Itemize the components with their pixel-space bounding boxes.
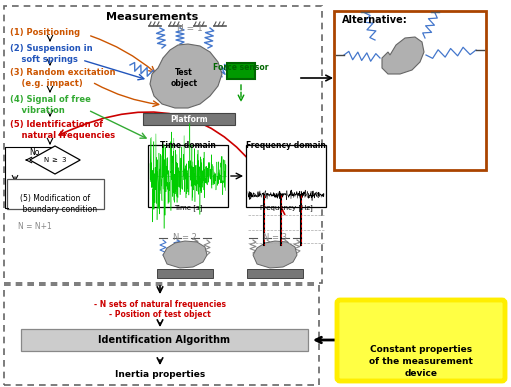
Text: Identification Algorithm: Identification Algorithm (98, 335, 230, 345)
FancyBboxPatch shape (148, 145, 228, 207)
Text: No: No (29, 148, 39, 157)
Text: Inertia properties: Inertia properties (115, 370, 205, 379)
Text: Frequency domain: Frequency domain (246, 141, 326, 150)
FancyBboxPatch shape (143, 113, 235, 125)
FancyBboxPatch shape (7, 179, 104, 209)
Text: N = 1: N = 1 (177, 24, 203, 33)
Text: - Position of test object: - Position of test object (109, 310, 211, 319)
Text: N = N+1: N = N+1 (18, 222, 52, 231)
FancyBboxPatch shape (157, 269, 213, 278)
FancyBboxPatch shape (337, 300, 505, 381)
FancyBboxPatch shape (247, 269, 303, 278)
Text: Force sensor: Force sensor (213, 63, 269, 72)
Polygon shape (163, 241, 207, 268)
Text: (5) Identification of
    natural frequencies: (5) Identification of natural frequencie… (10, 120, 115, 140)
Text: - N sets of natural frequencies: - N sets of natural frequencies (94, 300, 226, 309)
FancyBboxPatch shape (4, 6, 322, 283)
Text: N = 3: N = 3 (263, 233, 287, 242)
Text: (1) Positioning: (1) Positioning (10, 28, 80, 37)
FancyBboxPatch shape (334, 11, 486, 170)
FancyBboxPatch shape (21, 329, 308, 351)
Polygon shape (253, 241, 297, 268)
Text: Constant properties
of the measurement
device: Constant properties of the measurement d… (369, 345, 473, 378)
FancyBboxPatch shape (246, 145, 326, 207)
Polygon shape (150, 44, 222, 108)
Text: Platform: Platform (170, 115, 208, 123)
Text: (3) Random excitation
    (e.g. impact): (3) Random excitation (e.g. impact) (10, 68, 115, 88)
Text: N $\geq$ 3: N $\geq$ 3 (43, 156, 67, 164)
Text: (2) Suspension in
    soft springs: (2) Suspension in soft springs (10, 44, 92, 64)
Text: Test
object: Test object (171, 68, 197, 88)
FancyBboxPatch shape (4, 285, 319, 385)
Text: (5) Modification of
    boundary condition: (5) Modification of boundary condition (13, 194, 97, 214)
Text: Measurements: Measurements (106, 12, 198, 22)
Text: Frequency [Hz]: Frequency [Hz] (260, 204, 312, 211)
FancyBboxPatch shape (227, 63, 255, 79)
Text: Time [s]: Time [s] (174, 204, 202, 211)
Text: N = 2: N = 2 (173, 233, 197, 242)
Text: Alternative:: Alternative: (342, 15, 408, 25)
Text: (4) Signal of free
    vibration: (4) Signal of free vibration (10, 95, 91, 115)
Polygon shape (382, 37, 424, 74)
Polygon shape (30, 146, 80, 174)
Text: Time domain: Time domain (160, 141, 216, 150)
